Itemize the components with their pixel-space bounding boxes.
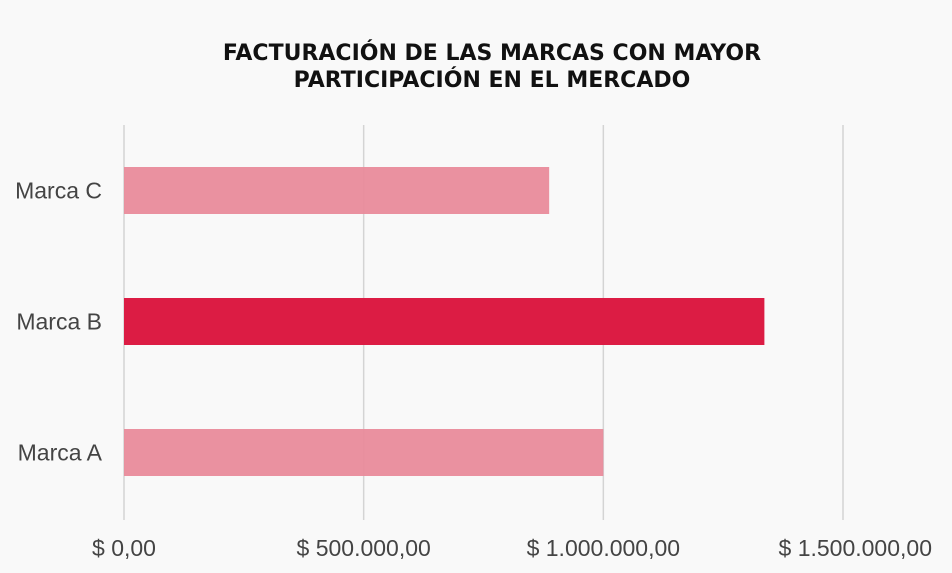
category-label-marca-c: Marca C [15,178,102,204]
category-label-marca-a: Marca A [18,440,103,466]
x-tick-labels: $ 0,00 $ 500.000,00 $ 1.000.000,00 $ 1.500.… [92,535,932,561]
bars [124,167,765,476]
bar-marca-b [124,298,765,345]
x-tick-label-0: $ 0,00 [92,535,156,561]
x-tick-label-1: $ 500.000,00 [297,535,431,561]
chart-title-line-1: FACTURACIÓN DE LAS MARCAS CON MAYOR [223,40,761,66]
category-labels: Marca C Marca B Marca A [15,178,103,466]
x-tick-label-3: $ 1.500.000,00 [779,535,932,561]
bar-marca-a [124,429,604,476]
category-label-marca-b: Marca B [16,309,102,335]
x-tick-label-2: $ 1.000.000,00 [527,535,680,561]
chart-title-line-2: PARTICIPACIÓN EN EL MERCADO [294,67,691,93]
bar-marca-c [124,167,550,214]
